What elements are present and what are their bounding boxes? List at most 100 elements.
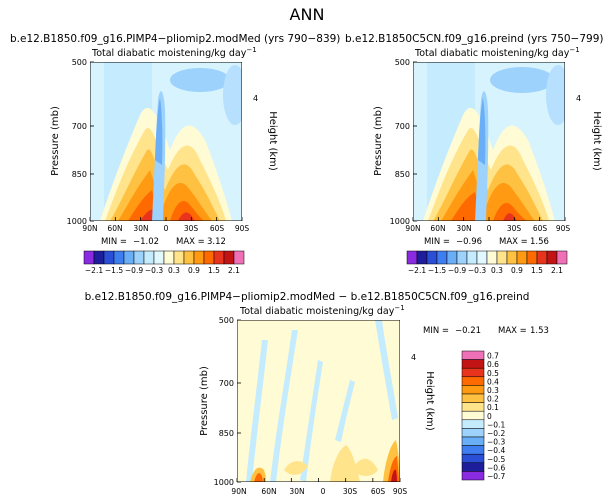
panel-2: b.e12.B1850C5CN.f09_g16.preind (yrs 750−… — [345, 33, 604, 275]
panel-3-blue-streak-4 — [375, 320, 398, 420]
panel-2-units-exponent: −1 — [569, 46, 579, 54]
panel-1-blue-patch-2 — [223, 65, 242, 125]
colorbar-box-6 — [461, 393, 485, 403]
panel-1-colorbar: −2.1 −1.5 −0.9 −0.3 0.3 0.9 1.5 2.1 — [83, 250, 245, 275]
colorbar-label: −0.9 — [125, 266, 143, 275]
panel-1-right-label: Height (km) — [267, 111, 278, 171]
colorbar-box-7 — [461, 402, 485, 412]
panel-3-xtick-90n: 90N — [231, 487, 246, 496]
colorbar-label: 0.3 — [491, 266, 503, 275]
panel-3-max-label: MAX = — [498, 326, 527, 336]
colorbar-label: −1.5 — [428, 266, 446, 275]
panel-2-field — [413, 62, 565, 221]
panel-2-units-text: Total diabatic moistening/kg day — [414, 48, 570, 59]
colorbar-box-4 — [113, 250, 125, 265]
colorbar-label: −0.2 — [487, 429, 505, 438]
panel-3-background — [237, 320, 400, 482]
panel-3-blue-streak-5 — [335, 380, 355, 442]
panel-2-xtick-30n: 30N — [456, 224, 471, 233]
panel-1-units: Total diabatic moistening/kg day−1 — [91, 46, 257, 59]
colorbar-box-6 — [456, 250, 468, 265]
colorbar-label: 2.1 — [551, 266, 563, 275]
panel-2-xtick-60n: 60N — [430, 224, 445, 233]
panel-2-blue-patch — [490, 67, 554, 93]
panel-3-units-text: Total diabatic moistening/kg day — [239, 306, 395, 317]
colorbar-label: −0.1 — [487, 420, 505, 429]
panel-3-yellow-blob-3 — [352, 458, 378, 476]
colorbar-box-1 — [83, 250, 95, 265]
colorbar-label: 0.3 — [168, 266, 180, 275]
colorbar-box-15 — [461, 471, 485, 481]
colorbar-box-11 — [461, 436, 485, 446]
panel-1-xtick-30s: 30S — [184, 224, 199, 233]
panel-1-xtick-90s: 90S — [235, 224, 250, 233]
colorbar-box-15 — [223, 250, 235, 265]
colorbar-box-3 — [426, 250, 438, 265]
colorbar-label: 0.5 — [487, 369, 499, 378]
panel-1: b.e12.B1850.f09_g16.PIMP4−pliomip2.modMe… — [10, 33, 340, 275]
colorbar-label: 0.9 — [511, 266, 523, 275]
panel-1-max-label: MAX = — [176, 237, 205, 247]
panel-1-blue-patch — [170, 68, 230, 92]
colorbar-box-8 — [461, 410, 485, 421]
colorbar-box-7 — [466, 250, 478, 265]
colorbar-box-12 — [461, 445, 485, 455]
panel-1-xtick-60n: 60N — [107, 224, 122, 233]
panel-2-blue-patch-2 — [546, 65, 565, 125]
panel-1-min-value: −1.02 — [133, 237, 159, 247]
panel-1-xtick-60s: 60S — [210, 224, 225, 233]
colorbar-box-9 — [461, 419, 485, 429]
panel-3-title: b.e12.B1850.f09_g16.PIMP4−pliomip2.modMe… — [85, 291, 530, 303]
panel-2-min-label: MIN = — [424, 237, 450, 247]
panel-2-x-ticks: 90N 60N 30N 0 30S 60S 90S — [405, 224, 570, 233]
panel-1-units-text: Total diabatic moistening/kg day — [91, 48, 247, 59]
colorbar-label: −0.3 — [468, 266, 486, 275]
panel-1-title: b.e12.B1850.f09_g16.PIMP4−pliomip2.modMe… — [10, 33, 340, 45]
panel-1-xtick-90n: 90N — [82, 224, 97, 233]
tick-marks — [89, 61, 243, 222]
colorbar-box-14 — [213, 250, 225, 265]
colorbar-label: 0.9 — [188, 266, 200, 275]
colorbar-label: −0.4 — [487, 446, 505, 455]
colorbar-box-4 — [461, 376, 485, 386]
colorbar-label: −0.6 — [487, 463, 505, 472]
colorbar-box-4 — [436, 250, 448, 265]
colorbar-label: −2.1 — [408, 266, 426, 275]
panel-3-xtick-0: 0 — [321, 487, 326, 496]
panel-2-ytick-500: 500 — [395, 58, 410, 67]
panel-2-red — [503, 213, 517, 221]
panel-2-max-value: 1.56 — [530, 237, 549, 247]
colorbar-label: 0.3 — [487, 386, 499, 395]
panel-2-right-tick: 4 — [576, 94, 581, 103]
colorbar-label: 0 — [487, 412, 492, 421]
colorbar-box-13 — [461, 453, 485, 464]
colorbar-label: 1.5 — [531, 266, 543, 275]
colorbar-label: 0.7 — [487, 352, 499, 361]
colorbar-box-13 — [526, 250, 538, 265]
colorbar-box-2 — [461, 359, 485, 369]
colorbar-label: 0.6 — [487, 360, 499, 369]
panel-3-red-right — [391, 469, 397, 482]
panel-3-blue-streak-1 — [246, 340, 268, 482]
colorbar-box-14 — [536, 250, 548, 265]
colorbar-box-10 — [496, 250, 508, 265]
colorbar-box-10 — [173, 250, 185, 265]
panel-3-xtick-90s: 90S — [393, 487, 408, 496]
panel-3-min-label: MIN = — [423, 326, 449, 336]
panel-3-field — [237, 320, 400, 482]
panel-2-y-ticks: 500 700 850 1000 — [390, 58, 410, 226]
colorbar-box-8 — [476, 250, 488, 265]
colorbar-box-2 — [416, 250, 428, 265]
panel-3-min-value: −0.21 — [455, 326, 481, 336]
colorbar-box-1 — [406, 250, 418, 265]
colorbar-label: 1.5 — [208, 266, 220, 275]
colorbar-label: 0.1 — [487, 403, 499, 412]
panel-3-yellow-blob-2 — [284, 461, 308, 475]
panel-3-ytick-700: 700 — [219, 379, 234, 388]
panel-3-xtick-60n: 60N — [261, 487, 276, 496]
panel-3-ytick-500: 500 — [219, 316, 234, 325]
colorbar-box-9 — [163, 250, 175, 265]
panel-2-xtick-30s: 30S — [507, 224, 522, 233]
panel-2-xtick-0: 0 — [487, 224, 492, 233]
panel-3-y-ticks: 500 700 850 1000 — [214, 316, 234, 487]
